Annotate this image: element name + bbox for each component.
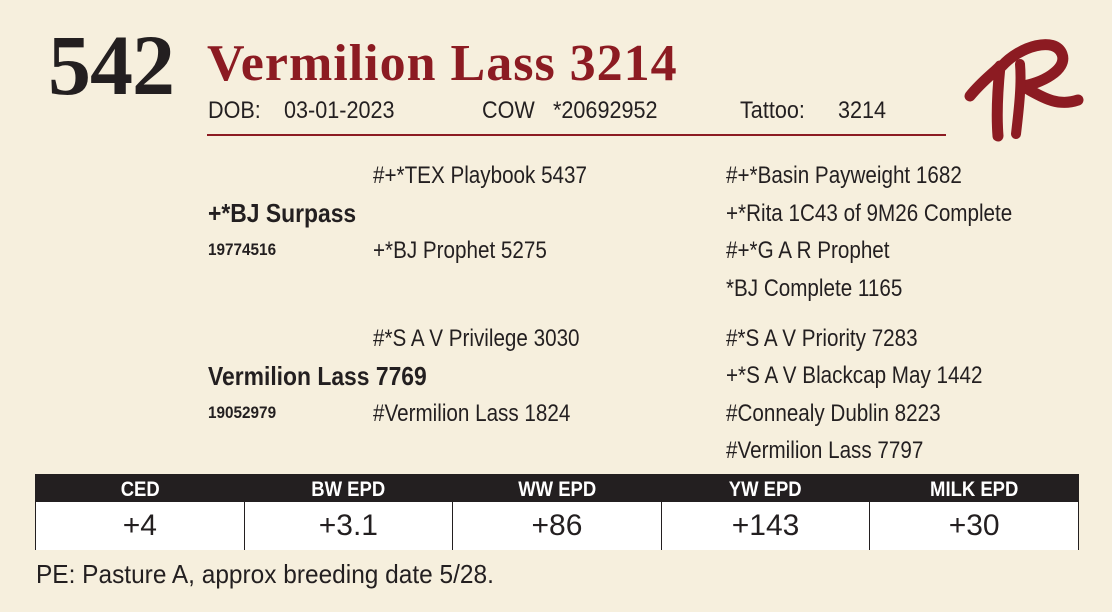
dam-sire-dam: +*S A V Blackcap May 1442 <box>726 362 983 389</box>
sire-dam-sire: #+*G A R Prophet <box>726 237 890 264</box>
dam-sire: #*S A V Privilege 3030 <box>373 325 580 352</box>
epd-value-bw: +3.1 <box>243 502 453 550</box>
dob-value: 03-01-2023 <box>284 97 395 124</box>
lot-number: 542 <box>48 17 175 113</box>
sire-sire-dam: +*Rita 1C43 of 9M26 Complete <box>726 200 1013 227</box>
dam-registration: 19052979 <box>208 403 277 422</box>
epd-value-row: +4 +3.1 +86 +143 +30 <box>36 502 1078 550</box>
epd-header-yw: YW EPD <box>728 478 802 501</box>
dam-dam-sire: #Connealy Dublin 8223 <box>726 400 941 427</box>
dam-dam: #Vermilion Lass 1824 <box>373 400 571 427</box>
dam-name: Vermilion Lass 7769 <box>208 361 427 391</box>
sire-dam: +*BJ Prophet 5275 <box>373 237 547 264</box>
epd-value-yw: +143 <box>660 502 870 550</box>
header-divider <box>207 134 946 136</box>
epd-header-ww: WW EPD <box>518 478 597 501</box>
sire-sire-sire: #+*Basin Payweight 1682 <box>726 162 962 189</box>
epd-value-milk: +30 <box>869 502 1078 550</box>
epd-value-ced: +4 <box>122 509 157 542</box>
breeding-note: PE: Pasture A, approx breeding date 5/28… <box>36 559 494 589</box>
dam-dam-dam: #Vermilion Lass 7797 <box>726 437 924 464</box>
epd-header-row: CED BW EPD WW EPD YW EPD MILK EPD <box>36 475 1078 502</box>
vr-brand-icon <box>964 39 1084 142</box>
sire-dam-dam: *BJ Complete 1165 <box>726 275 903 302</box>
sire-registration: 19774516 <box>208 240 277 259</box>
animal-name: Vermilion Lass 3214 <box>207 35 678 92</box>
sire-name: +*BJ Surpass <box>208 198 357 228</box>
registration-number: *20692952 <box>553 97 658 124</box>
epd-table: CED BW EPD WW EPD YW EPD MILK EPD +4 +3.… <box>35 474 1079 550</box>
tattoo-label: Tattoo: <box>740 97 805 124</box>
epd-header-ced: CED <box>120 478 160 501</box>
tattoo-value: 3214 <box>838 97 887 124</box>
epd-header-bw: BW EPD <box>311 478 386 501</box>
sire-sire: #+*TEX Playbook 5437 <box>373 162 588 189</box>
epd-header-milk: MILK EPD <box>929 478 1018 501</box>
epd-value-ww: +86 <box>452 502 661 550</box>
dam-sire-sire: #*S A V Priority 7283 <box>726 325 918 352</box>
sex-label: COW <box>482 97 535 124</box>
dob-label: DOB: <box>208 97 261 124</box>
